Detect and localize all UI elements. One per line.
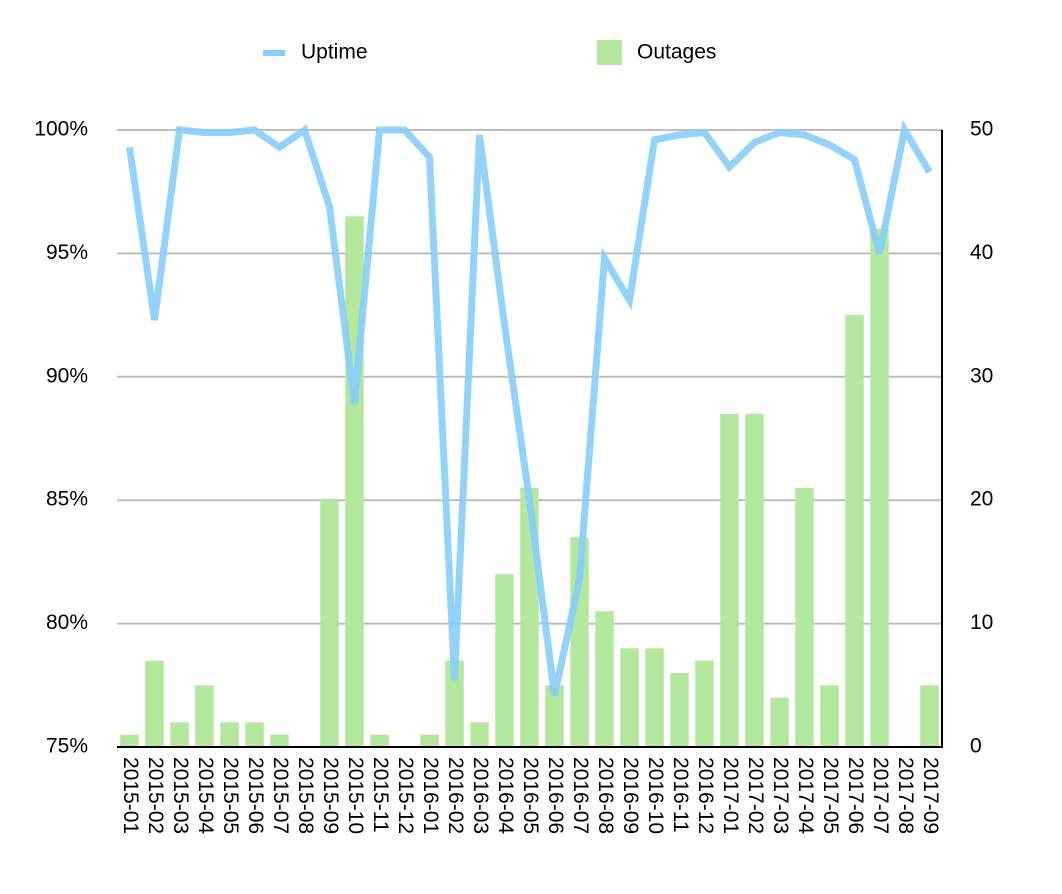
x-tick-label: 2015-02 — [144, 757, 167, 834]
x-tick-label: 2017-01 — [719, 757, 742, 834]
bar — [495, 574, 514, 747]
x-tick-label: 2015-08 — [294, 757, 317, 834]
legend-label: Outages — [637, 41, 716, 64]
bar — [270, 734, 289, 747]
x-tick-label: 2016-04 — [494, 757, 517, 834]
bar — [320, 500, 339, 747]
x-tick-label: 2015-10 — [344, 757, 367, 834]
line — [126, 120, 933, 696]
y-tick-label: 90% — [46, 364, 88, 387]
bar — [795, 487, 814, 747]
bar — [470, 722, 489, 747]
y2-tick-label: 40 — [970, 241, 993, 264]
x-tick-label: 2016-08 — [594, 757, 617, 834]
x-tick-label: 2015-06 — [244, 757, 267, 834]
bar — [645, 648, 664, 747]
x-tick-label: 2016-07 — [569, 757, 592, 834]
bar — [220, 722, 239, 747]
y-tick-label: 80% — [46, 611, 88, 634]
x-tick-label: 2016-09 — [619, 757, 642, 834]
bar — [745, 413, 764, 747]
y2-tick-label: 30 — [970, 364, 993, 387]
y-tick-label: 95% — [46, 241, 88, 264]
x-tick-label: 2015-03 — [169, 757, 192, 834]
y2-tick-label: 0 — [970, 735, 982, 758]
x-tick-label: 2015-12 — [394, 757, 417, 834]
x-tick-label: 2017-02 — [744, 757, 767, 834]
bar — [670, 672, 689, 747]
x-tick-label: 2017-09 — [919, 757, 942, 834]
x-tick-label: 2017-05 — [819, 757, 842, 834]
bar — [720, 413, 739, 747]
bar — [870, 228, 889, 748]
y-tick-label: 85% — [46, 488, 88, 511]
bar — [445, 660, 464, 747]
bar — [770, 697, 789, 747]
x-tick-label: 2016-10 — [644, 757, 667, 834]
x-tick-label: 2017-04 — [794, 757, 817, 834]
x-tick-label: 2015-05 — [219, 757, 242, 834]
bar — [145, 660, 164, 747]
legend-label: Uptime — [301, 41, 368, 64]
bar — [170, 722, 189, 747]
x-tick-label: 2015-01 — [119, 757, 142, 834]
x-tick-label: 2016-03 — [469, 757, 492, 834]
x-tick-label: 2015-07 — [269, 757, 292, 834]
bar — [545, 685, 564, 747]
x-tick-label: 2015-11 — [369, 757, 392, 833]
y2-tick-label: 10 — [970, 611, 993, 634]
bar — [195, 685, 214, 747]
x-tick-label: 2015-04 — [194, 757, 217, 834]
bar — [920, 685, 939, 747]
x-tick-label: 2016-06 — [544, 757, 567, 834]
x-tick-label: 2017-08 — [894, 757, 917, 834]
x-tick-label: 2017-06 — [844, 757, 867, 834]
x-tick-label: 2016-11 — [669, 757, 692, 833]
lines — [126, 120, 933, 696]
bar — [245, 722, 264, 747]
bar — [695, 660, 714, 747]
x-tick-label: 2017-07 — [869, 757, 892, 834]
y2-tick-label: 20 — [970, 488, 993, 511]
bar — [820, 685, 839, 747]
x-tick-label: 2016-01 — [419, 757, 442, 834]
x-tick-label: 2017-03 — [769, 757, 792, 834]
bar — [845, 315, 864, 747]
y2-tick-label: 50 — [970, 118, 993, 141]
bar — [120, 734, 139, 747]
bar — [370, 734, 389, 747]
bar — [420, 734, 439, 747]
x-tick-label: 2015-09 — [319, 757, 342, 834]
x-tick-label: 2016-12 — [694, 757, 717, 834]
bar — [595, 611, 614, 747]
x-tick-label: 2016-02 — [444, 757, 467, 834]
y-tick-label: 100% — [34, 118, 88, 141]
x-tick-label: 2016-05 — [519, 757, 542, 834]
y-tick-label: 75% — [46, 735, 88, 758]
legend-swatch — [597, 40, 622, 65]
bar — [620, 648, 639, 747]
